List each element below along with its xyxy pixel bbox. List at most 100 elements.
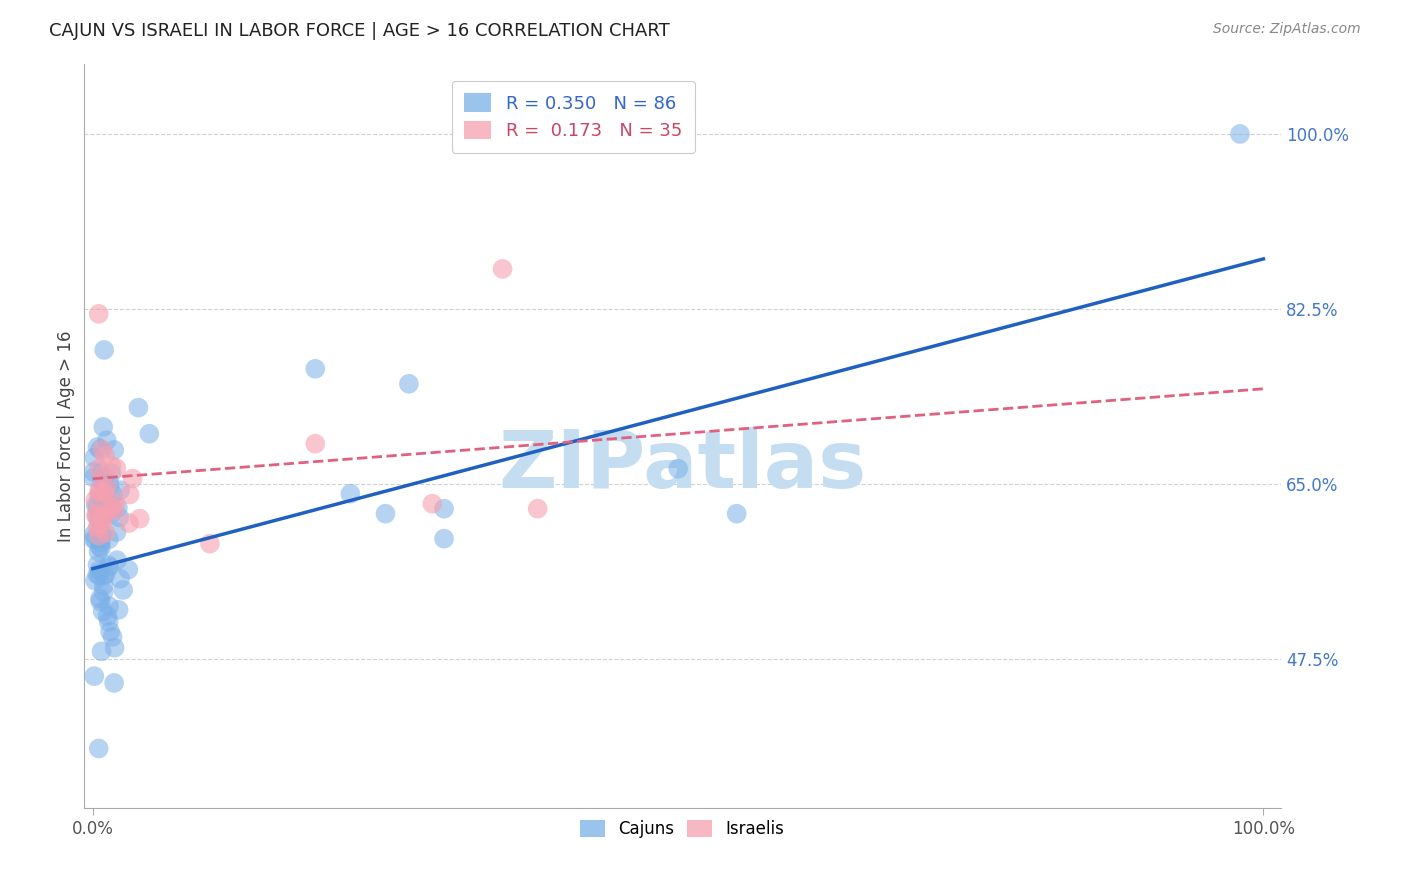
Point bbox=[103, 503, 125, 517]
Point bbox=[87, 489, 110, 503]
Point bbox=[105, 553, 128, 567]
Point bbox=[91, 604, 114, 618]
Point bbox=[94, 525, 117, 540]
Point bbox=[118, 516, 141, 530]
Point bbox=[93, 585, 115, 599]
Point bbox=[420, 497, 443, 511]
Point bbox=[84, 533, 107, 547]
Point bbox=[94, 496, 117, 510]
Point bbox=[93, 475, 115, 490]
Point bbox=[86, 567, 108, 582]
Point bbox=[84, 499, 107, 513]
Point bbox=[96, 481, 118, 495]
Point bbox=[110, 483, 132, 497]
Point bbox=[374, 507, 396, 521]
Point bbox=[89, 564, 111, 578]
Point bbox=[101, 500, 124, 515]
Point bbox=[94, 488, 117, 502]
Point bbox=[90, 541, 112, 555]
Point bbox=[398, 376, 420, 391]
Point bbox=[89, 594, 111, 608]
Point bbox=[98, 624, 121, 639]
Point bbox=[83, 465, 105, 479]
Point bbox=[91, 516, 114, 531]
Point bbox=[105, 461, 128, 475]
Point bbox=[93, 568, 115, 582]
Point bbox=[83, 470, 105, 484]
Point bbox=[86, 558, 108, 572]
Point bbox=[107, 603, 129, 617]
Point bbox=[87, 307, 110, 321]
Point bbox=[433, 532, 456, 546]
Point bbox=[84, 492, 107, 507]
Point bbox=[90, 508, 112, 523]
Point bbox=[93, 578, 115, 592]
Point bbox=[83, 533, 105, 547]
Point bbox=[91, 442, 114, 457]
Point bbox=[90, 472, 112, 486]
Point bbox=[117, 562, 139, 576]
Point bbox=[304, 361, 326, 376]
Point bbox=[101, 487, 124, 501]
Point bbox=[90, 644, 112, 658]
Point bbox=[100, 500, 122, 514]
Point bbox=[91, 511, 114, 525]
Point bbox=[84, 508, 107, 523]
Point bbox=[98, 532, 121, 546]
Point bbox=[97, 558, 120, 572]
Point bbox=[108, 572, 131, 586]
Point bbox=[107, 500, 129, 515]
Point bbox=[89, 442, 111, 457]
Legend: Cajuns, Israelis: Cajuns, Israelis bbox=[574, 814, 792, 845]
Point bbox=[491, 261, 513, 276]
Point bbox=[89, 568, 111, 582]
Point bbox=[112, 582, 135, 597]
Point bbox=[98, 560, 121, 574]
Point bbox=[104, 496, 127, 510]
Point bbox=[93, 485, 115, 500]
Point bbox=[83, 527, 105, 541]
Text: ZIPatlas: ZIPatlas bbox=[498, 427, 866, 505]
Point bbox=[86, 500, 108, 514]
Point bbox=[94, 449, 117, 463]
Point bbox=[101, 630, 124, 644]
Point bbox=[98, 478, 121, 492]
Point bbox=[105, 524, 128, 539]
Point bbox=[87, 545, 110, 559]
Point bbox=[87, 741, 110, 756]
Point bbox=[86, 440, 108, 454]
Point bbox=[91, 420, 114, 434]
Point bbox=[128, 511, 150, 525]
Point bbox=[666, 461, 689, 475]
Point bbox=[89, 485, 111, 500]
Point bbox=[87, 461, 110, 475]
Point bbox=[108, 510, 131, 524]
Point bbox=[83, 450, 105, 465]
Point bbox=[433, 501, 456, 516]
Point bbox=[87, 518, 110, 533]
Point bbox=[87, 529, 110, 543]
Point bbox=[90, 531, 112, 545]
Point bbox=[1229, 127, 1251, 141]
Point bbox=[104, 640, 127, 655]
Point bbox=[121, 472, 143, 486]
Point bbox=[725, 507, 748, 521]
Point bbox=[93, 470, 115, 484]
Point bbox=[339, 486, 361, 500]
Point bbox=[103, 442, 125, 457]
Point bbox=[97, 615, 120, 629]
Point bbox=[304, 436, 326, 450]
Point bbox=[86, 521, 108, 535]
Point bbox=[89, 509, 111, 524]
Text: CAJUN VS ISRAELI IN LABOR FORCE | AGE > 16 CORRELATION CHART: CAJUN VS ISRAELI IN LABOR FORCE | AGE > … bbox=[49, 22, 671, 40]
Point bbox=[86, 509, 108, 524]
Point bbox=[91, 470, 114, 484]
Point bbox=[127, 401, 149, 415]
Point bbox=[90, 535, 112, 549]
Point bbox=[100, 458, 122, 473]
Point bbox=[100, 507, 122, 521]
Point bbox=[103, 676, 125, 690]
Point bbox=[93, 343, 115, 357]
Point bbox=[526, 501, 548, 516]
Point bbox=[96, 434, 118, 448]
